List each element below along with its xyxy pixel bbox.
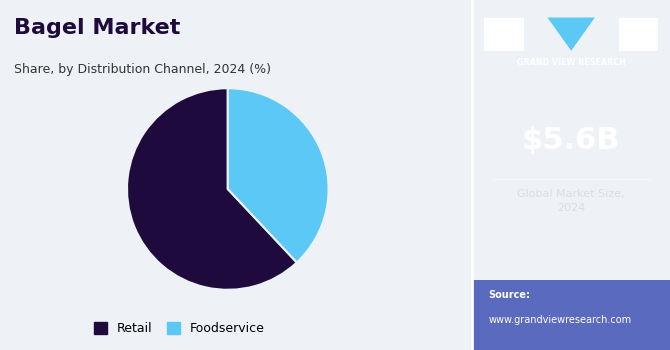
Bar: [618, 18, 658, 51]
Bar: [472, 280, 670, 350]
Text: GRAND VIEW RESEARCH: GRAND VIEW RESEARCH: [517, 58, 626, 67]
Text: Bagel Market: Bagel Market: [14, 18, 180, 37]
Text: Source:: Source:: [488, 290, 530, 301]
Text: www.grandviewresearch.com: www.grandviewresearch.com: [488, 315, 631, 325]
Bar: [484, 18, 524, 51]
Wedge shape: [228, 88, 328, 262]
Wedge shape: [127, 88, 297, 290]
Polygon shape: [547, 18, 595, 51]
Legend: Retail, Foodservice: Retail, Foodservice: [89, 317, 270, 340]
Text: Global Market Size,
2024: Global Market Size, 2024: [517, 189, 625, 213]
Text: Share, by Distribution Channel, 2024 (%): Share, by Distribution Channel, 2024 (%): [14, 63, 271, 76]
Text: $5.6B: $5.6B: [522, 126, 620, 154]
